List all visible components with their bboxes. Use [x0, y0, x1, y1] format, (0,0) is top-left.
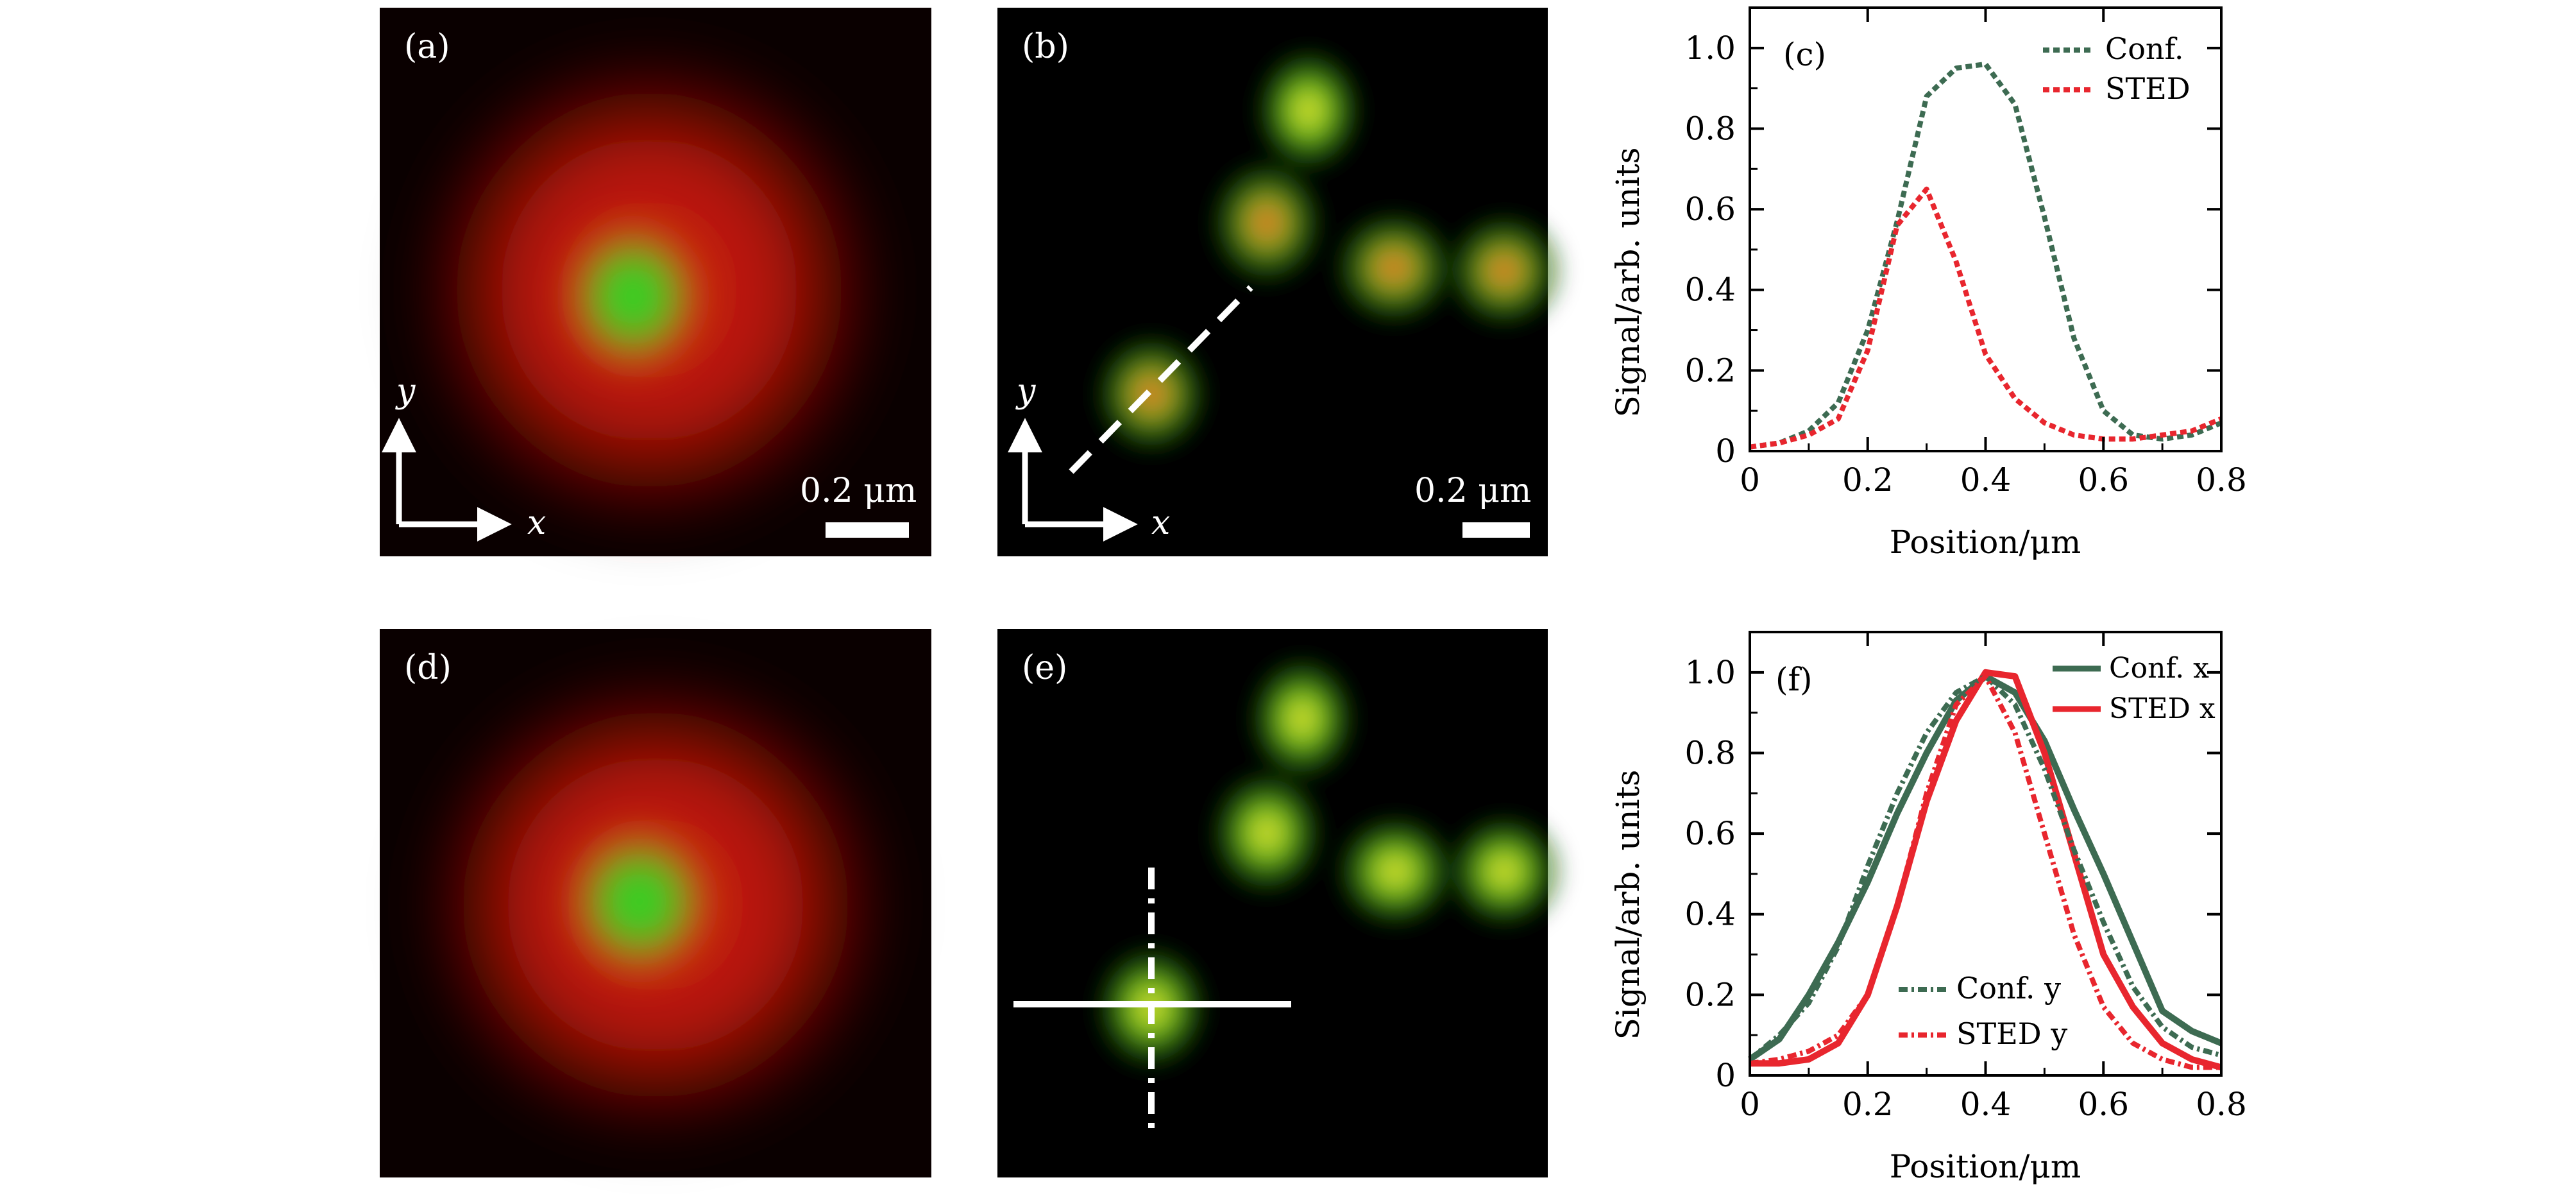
- chart-f-label: (f): [1775, 661, 1813, 698]
- bead: [1203, 762, 1331, 903]
- y-tick-label: 0.2: [1684, 976, 1736, 1013]
- bead: [1248, 40, 1369, 181]
- scalebar: [826, 522, 909, 538]
- x-tick-label: 0.8: [2196, 1086, 2247, 1123]
- series-line-sted-x: [1750, 669, 2223, 1071]
- bead: [1326, 203, 1461, 332]
- series-line-sted-y: [1749, 674, 2221, 1070]
- x-axis-letter: x: [1151, 504, 1170, 542]
- panel-a-axes-arrows: y x: [382, 372, 546, 542]
- chart-f-gridlayer: 0 0.2 0.4 0.6 0.8 0 0.2 0.4 0.6 0.8 1.0: [1684, 631, 2247, 1123]
- x-tick-label: 0.2: [1842, 461, 1894, 499]
- panel-d-green-core: [559, 818, 720, 985]
- chart-f: 0 0.2 0.4 0.6 0.8 0 0.2 0.4 0.6 0.8 1.0 (f) Signal…: [1609, 631, 2247, 1185]
- chart-f-legend-top: Conf. x STED x: [2053, 652, 2216, 725]
- x-tick-label: 0.4: [1960, 461, 2012, 499]
- legend-label-conf: Conf.: [2105, 31, 2184, 66]
- y-tick-label: 0: [1715, 1057, 1736, 1094]
- y-tick-label: 0.4: [1684, 896, 1736, 933]
- y-tick-label: 0.2: [1684, 352, 1736, 389]
- legend-label-sted: STED: [2105, 71, 2190, 106]
- panel-e-label: (e): [1022, 649, 1067, 687]
- scalebar-label: 0.2 μm: [800, 472, 917, 510]
- series-line-sted: [1749, 186, 2223, 450]
- bead: [1440, 807, 1568, 936]
- chart-f-legend-bottom: Conf. y STED y: [1899, 971, 2067, 1051]
- x-tick-label: 0.6: [2078, 461, 2129, 499]
- panel-e: (e): [997, 629, 1568, 1177]
- series-line-conf-y: [1748, 674, 2223, 1061]
- chart-f-xlabel: Position/μm: [1890, 1148, 2081, 1185]
- panel-a-green-core: [556, 213, 710, 380]
- panel-d: (d): [380, 629, 931, 1177]
- chart-c-legend: Conf. STED: [2043, 31, 2190, 106]
- y-tick-label: 0.4: [1684, 271, 1736, 309]
- bead: [1328, 807, 1462, 936]
- y-tick-label: 1.0: [1684, 30, 1736, 67]
- y-tick-label: 0: [1715, 432, 1736, 470]
- legend-label-conf-y: Conf. y: [1956, 971, 2061, 1005]
- y-tick-label: 1.0: [1684, 654, 1736, 691]
- x-tick-label: 0.8: [2196, 461, 2247, 499]
- legend-label-conf-x: Conf. x: [2109, 652, 2209, 685]
- x-tick-label: 0.6: [2078, 1086, 2129, 1123]
- bead: [1241, 648, 1363, 789]
- panel-b-label: (b): [1022, 28, 1069, 66]
- y-tick-label: 0.8: [1684, 110, 1736, 147]
- chart-c-ylabel: Signal/arb. units: [1609, 148, 1647, 418]
- bead: [1203, 152, 1331, 293]
- scalebar-label: 0.2 μm: [1414, 472, 1531, 510]
- x-tick-label: 0.2: [1842, 1086, 1894, 1123]
- chart-f-ylabel: Signal/arb. units: [1609, 770, 1647, 1040]
- profile-line-dashed: [1069, 285, 1253, 474]
- chart-c: 0 0.2 0.4 0.6 0.8 0 0.2 0.4 0.6 0.8 1.0 (c) Signal…: [1609, 6, 2247, 561]
- panel-a: (a) y x 0.2 μm: [380, 8, 931, 556]
- y-axis-letter: y: [1015, 372, 1036, 411]
- chart-c-xlabel: Position/μm: [1890, 524, 2081, 561]
- y-tick-label: 0.6: [1684, 815, 1736, 852]
- x-tick-label: 0.4: [1960, 1086, 2012, 1123]
- panel-b: (b) y x 0.2 μm: [997, 8, 1568, 556]
- legend-label-sted-y: STED y: [1956, 1016, 2067, 1051]
- chart-c-label: (c): [1783, 36, 1826, 73]
- chart-c-gridlayer: 0 0.2 0.4 0.6 0.8 0 0.2 0.4 0.6 0.8 1.0: [1684, 6, 2247, 499]
- series-line-conf-: [1749, 61, 2223, 450]
- panel-d-label: (d): [404, 649, 452, 687]
- x-axis-letter: x: [527, 504, 546, 542]
- bead: [1440, 207, 1568, 335]
- x-tick-label: 0: [1740, 1086, 1760, 1123]
- x-tick-label: 0: [1740, 461, 1760, 499]
- y-axis-letter: y: [395, 372, 416, 411]
- y-tick-label: 0.8: [1684, 734, 1736, 771]
- panel-b-axes-arrows: y x: [1008, 372, 1170, 542]
- panel-a-label: (a): [404, 28, 450, 66]
- legend-label-sted-x: STED x: [2109, 692, 2216, 725]
- y-tick-label: 0.6: [1684, 191, 1736, 228]
- scalebar: [1462, 522, 1530, 538]
